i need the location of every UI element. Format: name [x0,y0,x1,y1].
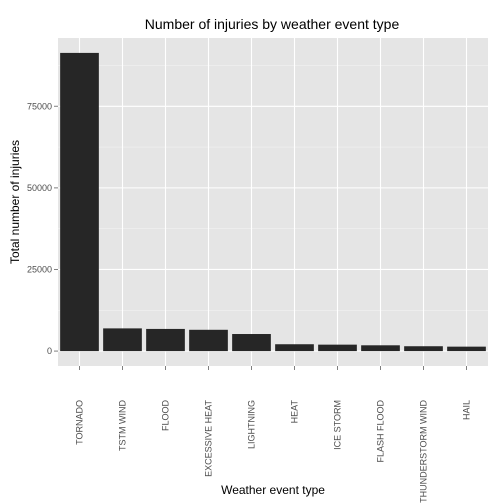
y-tick-label: 25000 [27,264,52,274]
x-tick-label: HAIL [462,400,472,420]
chart-title: Number of injuries by weather event type [145,16,400,32]
x-tick-label: FLASH FLOOD [376,400,386,463]
bar [318,344,357,352]
x-tick-label: LIGHTNING [247,400,257,449]
x-tick-label: FLOOD [161,400,171,432]
x-tick-label: THUNDERSTORM WIND [419,400,429,503]
bar [404,346,443,352]
x-axis-ticks: TORNADO TSTM WIND FLOOD EXCESSIVE HEAT LIGHT… [75,366,472,503]
bar [189,329,228,352]
y-tick-label: 50000 [27,183,52,193]
x-axis-title: Weather event type [221,483,325,497]
x-tick-label: TSTM WIND [118,400,128,451]
bar [447,346,486,352]
bar [146,328,185,352]
y-axis-ticks: 0 25000 50000 75000 [27,101,58,356]
y-axis-title: Total number of injuries [8,140,22,264]
plot-panel [58,38,488,366]
x-tick-label: HEAT [290,400,300,424]
y-tick-label: 75000 [27,101,52,111]
bars [60,52,486,352]
bar [103,328,142,352]
bar [60,52,99,352]
bar [361,345,400,352]
x-tick-label: EXCESSIVE HEAT [204,400,214,477]
minor-gridlines [58,65,488,311]
bar [275,344,314,352]
x-tick-label: TORNADO [75,400,85,445]
y-tick-label: 0 [47,346,52,356]
bar [232,334,271,352]
x-tick-label: ICE STORM [333,400,343,450]
